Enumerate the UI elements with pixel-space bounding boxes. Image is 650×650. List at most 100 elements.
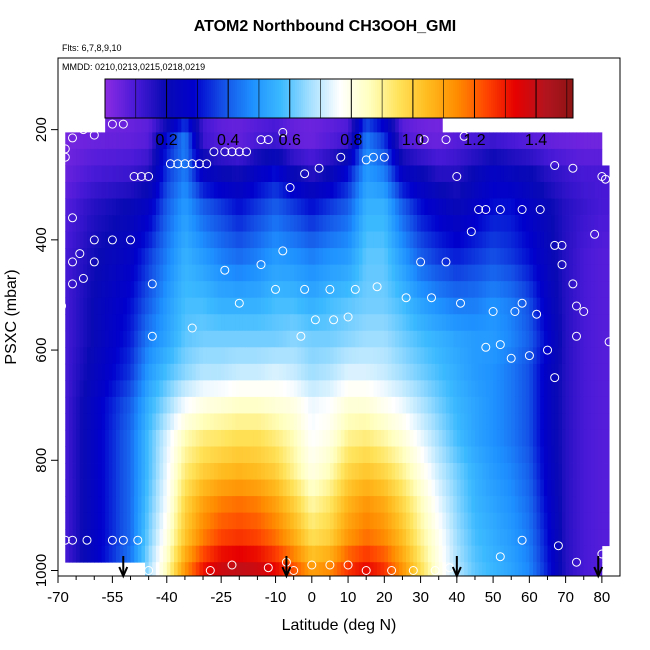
colorbar-cell: [385, 79, 388, 118]
heat-cell: [79, 297, 84, 315]
heat-cell: [322, 529, 327, 547]
heat-cell: [377, 281, 382, 299]
heat-cell: [97, 231, 102, 249]
heat-cell: [257, 463, 262, 480]
heat-cell: [453, 148, 458, 166]
heat-cell: [87, 347, 92, 365]
heat-cell: [362, 529, 367, 547]
colorbar-tick-label: 1.2: [463, 132, 485, 149]
heat-cell: [315, 479, 320, 497]
heat-cell: [112, 545, 117, 563]
heat-cell: [297, 446, 302, 464]
heat-cell: [79, 545, 84, 563]
heat-cell: [148, 429, 153, 447]
heat-cell: [605, 231, 610, 249]
colorbar-cell: [467, 79, 470, 118]
heat-cell: [576, 181, 581, 199]
heat-cell: [221, 181, 226, 199]
heat-cell: [464, 545, 469, 563]
heat-cell: [217, 215, 222, 232]
heat-cell: [300, 215, 305, 232]
heat-cell: [333, 115, 338, 133]
heat-cell: [304, 198, 309, 216]
heat-cell: [503, 281, 508, 299]
heat-cell: [210, 529, 215, 547]
heat-cell: [358, 545, 363, 563]
x-tick-label: 30: [412, 589, 429, 606]
heat-cell: [409, 181, 414, 199]
heat-cell: [250, 314, 255, 332]
heat-cell: [551, 479, 556, 497]
heat-cell: [235, 181, 240, 199]
heat-cell: [427, 198, 432, 216]
heat-cell: [199, 181, 204, 199]
heat-cell: [482, 380, 487, 398]
heat-cell: [235, 347, 240, 365]
heat-cell: [398, 562, 403, 576]
heat-cell: [569, 562, 574, 576]
heat-cell: [126, 479, 131, 497]
heat-cell: [155, 363, 160, 381]
heat-cell: [116, 314, 121, 332]
heat-cell: [232, 529, 237, 547]
heat-cell: [471, 463, 476, 480]
heat-cell: [261, 380, 266, 398]
heat-cell: [536, 248, 541, 266]
heat-cell: [72, 545, 77, 563]
heat-cell: [525, 446, 530, 464]
heat-cell: [529, 545, 534, 563]
heat-cell: [217, 463, 222, 480]
heat-cell: [554, 231, 559, 249]
heat-cell: [217, 562, 222, 576]
heat-cell: [203, 380, 208, 398]
heat-cell: [485, 380, 490, 398]
heat-cell: [90, 347, 95, 365]
obs-point: [459, 131, 469, 141]
heat-cell: [442, 281, 447, 299]
heat-cell: [79, 380, 84, 398]
colorbar-cell: [229, 79, 232, 118]
heat-cell: [413, 231, 418, 249]
heat-cell: [478, 429, 483, 447]
heat-cell: [333, 181, 338, 199]
heat-cell: [271, 463, 276, 480]
heat-cell: [264, 429, 269, 447]
heat-cell: [554, 562, 559, 576]
heat-cell: [145, 479, 150, 497]
heat-cell: [152, 215, 157, 232]
obs-point: [60, 152, 70, 162]
heat-cell: [333, 396, 338, 414]
heat-cell: [108, 463, 113, 480]
heat-cell: [344, 165, 349, 183]
heat-cell: [453, 181, 458, 199]
heat-cell: [413, 115, 418, 133]
heat-cell: [65, 512, 70, 530]
heat-cell: [232, 297, 237, 315]
heat-cell: [290, 512, 295, 530]
heat-cell: [126, 264, 131, 282]
colorbar-cell: [315, 79, 318, 118]
heat-cell: [174, 165, 179, 183]
heat-cell: [108, 198, 113, 216]
heat-cell: [482, 281, 487, 299]
heat-cell: [119, 396, 124, 414]
heat-cell: [420, 446, 425, 464]
heat-cell: [507, 380, 512, 398]
heat-cell: [580, 215, 585, 232]
heat-cell: [235, 264, 240, 282]
heat-cell: [319, 562, 324, 576]
heat-cell: [105, 231, 110, 249]
heat-cell: [482, 198, 487, 216]
heat-cell: [337, 479, 342, 497]
heat-cell: [123, 231, 128, 249]
heat-cell: [326, 198, 331, 216]
colorbar-cell: [161, 79, 164, 118]
heat-cell: [250, 132, 255, 150]
heat-cell: [123, 529, 128, 547]
heat-cell: [79, 446, 84, 464]
heat-cell: [409, 115, 414, 133]
heat-cell: [514, 446, 519, 464]
heat-cell: [257, 496, 262, 514]
heat-cell: [478, 198, 483, 216]
heat-cell: [232, 215, 237, 232]
